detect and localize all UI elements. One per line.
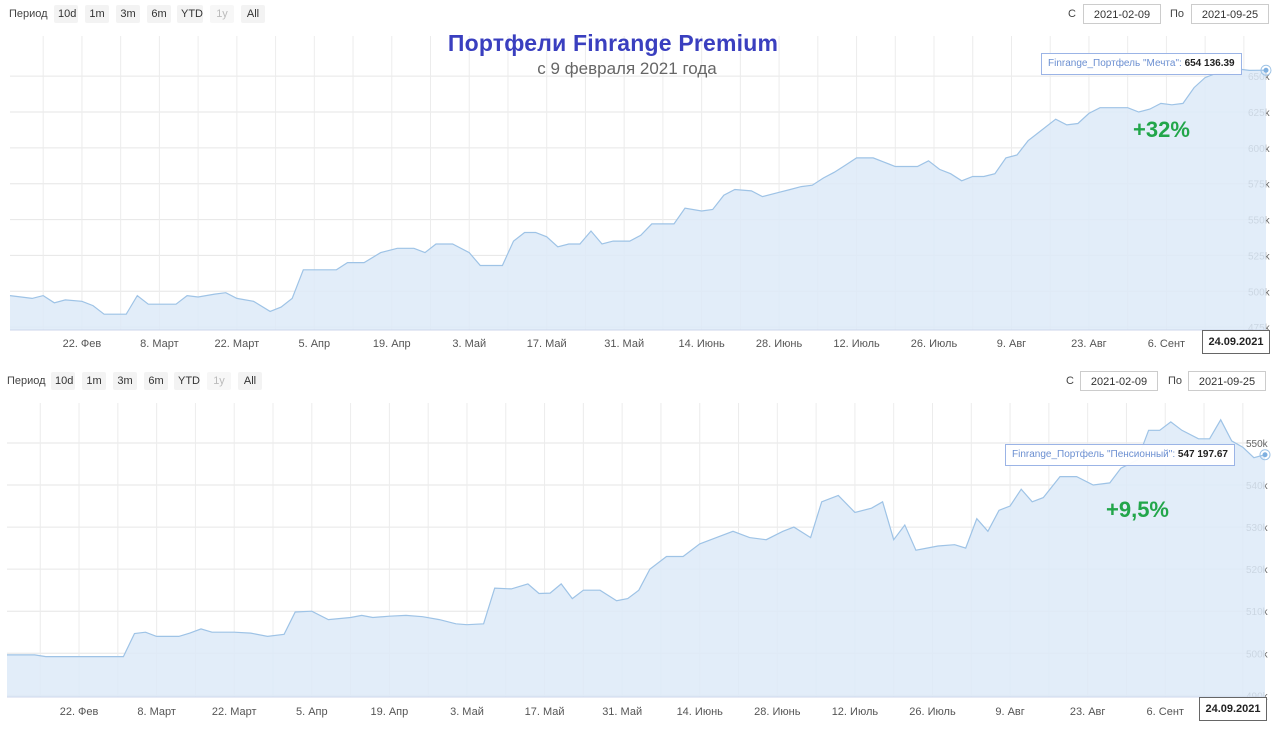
x-tick-label: 28. Июнь xyxy=(754,706,801,718)
from-date-input[interactable]: 2021-02-09 xyxy=(1080,371,1158,391)
x-tick-label: 23. Авг xyxy=(1070,706,1106,718)
x-tick-label: 3. Май xyxy=(452,338,486,350)
range-6m-button[interactable]: 6m xyxy=(147,5,171,23)
x-tick-label: 22. Фев xyxy=(60,706,99,718)
x-tick-label: 6. Сент xyxy=(1148,338,1185,350)
chart-subtitle: с 9 февраля 2021 года xyxy=(537,59,717,78)
tooltip-value: 654 136.39 xyxy=(1184,58,1235,69)
series-line xyxy=(9,68,1267,315)
x-tick-label: 14. Июнь xyxy=(677,706,724,718)
x-tick-label: 9. Авг xyxy=(995,706,1024,718)
x-tick-label: 26. Июль xyxy=(909,706,956,718)
hover-marker-halo xyxy=(1259,449,1271,461)
x-tick-label: 26. Июль xyxy=(911,338,958,350)
tooltip-value: 547 197.67 xyxy=(1177,449,1228,460)
x-tick-label: 9. Авг xyxy=(997,338,1026,350)
to-date-input[interactable]: 2021-09-25 xyxy=(1191,4,1269,24)
to-label: По xyxy=(1168,375,1183,387)
chart-title: Портфели Finrange Premium xyxy=(447,30,779,56)
tooltip-series-name: Finrange_Портфель "Мечта" xyxy=(1048,58,1179,69)
from-date-input[interactable]: 2021-02-09 xyxy=(1083,4,1161,24)
x-tick-label: 14. Июнь xyxy=(678,338,725,350)
x-tick-label: 5. Апр xyxy=(296,706,328,718)
range-1y-button[interactable]: 1y xyxy=(210,5,234,23)
range-ytd-button[interactable]: YTD xyxy=(174,372,200,390)
x-tick-label: 12. Июль xyxy=(832,706,879,718)
x-tick-label: 8. Март xyxy=(140,338,179,350)
x-tick-label: 8. Март xyxy=(137,706,176,718)
to-date-input[interactable]: 2021-09-25 xyxy=(1188,371,1266,391)
x-tick-label: 31. Май xyxy=(604,338,644,350)
change-percent-mechta: +32% xyxy=(1133,117,1190,142)
x-tick-label: 3. Май xyxy=(450,706,484,718)
x-tick-label: 17. Май xyxy=(525,706,565,718)
range-selector-top: Период 10d 1m 3m 6m YTD 1y All С 2021-02… xyxy=(0,4,1280,28)
portfolio-chart-mechta: 475k500k525k550k575k600k625k650k22. Фев8… xyxy=(9,36,1272,350)
hover-marker-halo xyxy=(1260,64,1272,76)
date-flag-mechta: 24.09.2021 xyxy=(1202,330,1270,354)
range-10d-button[interactable]: 10d xyxy=(54,5,78,23)
x-tick-label: 28. Июнь xyxy=(756,338,803,350)
x-tick-label: 23. Авг xyxy=(1071,338,1107,350)
tooltip-mechta: Finrange_Портфель "Мечта": 654 136.39 xyxy=(1041,53,1242,75)
date-flag-pensionny: 24.09.2021 xyxy=(1199,697,1267,721)
x-tick-label: 5. Апр xyxy=(298,338,330,350)
range-selector-bottom: Период 10d 1m 3m 6m YTD 1y All С 2021-02… xyxy=(0,371,1280,395)
hover-marker xyxy=(1263,67,1269,73)
from-label: С xyxy=(1066,375,1074,387)
range-3m-button[interactable]: 3m xyxy=(113,372,137,390)
range-1y-button[interactable]: 1y xyxy=(207,372,231,390)
range-1m-button[interactable]: 1m xyxy=(85,5,109,23)
range-3m-button[interactable]: 3m xyxy=(116,5,140,23)
range-all-button[interactable]: All xyxy=(238,372,262,390)
range-10d-button[interactable]: 10d xyxy=(51,372,75,390)
range-6m-button[interactable]: 6m xyxy=(144,372,168,390)
period-label: Период xyxy=(7,375,46,387)
period-label: Период xyxy=(9,8,48,20)
x-tick-label: 31. Май xyxy=(602,706,642,718)
hover-marker xyxy=(1262,452,1268,458)
range-ytd-button[interactable]: YTD xyxy=(177,5,203,23)
x-tick-label: 22. Март xyxy=(215,338,260,350)
x-tick-label: 22. Март xyxy=(212,706,257,718)
y-tick-label: 550k xyxy=(1246,439,1269,450)
tooltip-series-name: Finrange_Портфель "Пенсионный" xyxy=(1012,449,1173,460)
to-label: По xyxy=(1170,8,1185,20)
x-tick-label: 17. Май xyxy=(527,338,567,350)
change-percent-pensionny: +9,5% xyxy=(1106,497,1169,522)
x-tick-label: 12. Июль xyxy=(833,338,880,350)
x-tick-label: 22. Фев xyxy=(63,338,102,350)
series-area xyxy=(7,419,1265,697)
x-tick-label: 19. Апр xyxy=(371,706,409,718)
series-line xyxy=(7,418,1266,658)
range-1m-button[interactable]: 1m xyxy=(82,372,106,390)
x-tick-label: 19. Апр xyxy=(373,338,411,350)
series-area xyxy=(10,69,1266,330)
range-all-button[interactable]: All xyxy=(241,5,265,23)
from-label: С xyxy=(1068,8,1076,20)
tooltip-pensionny: Finrange_Портфель "Пенсионный": 547 197.… xyxy=(1005,444,1235,466)
x-tick-label: 6. Сент xyxy=(1147,706,1184,718)
